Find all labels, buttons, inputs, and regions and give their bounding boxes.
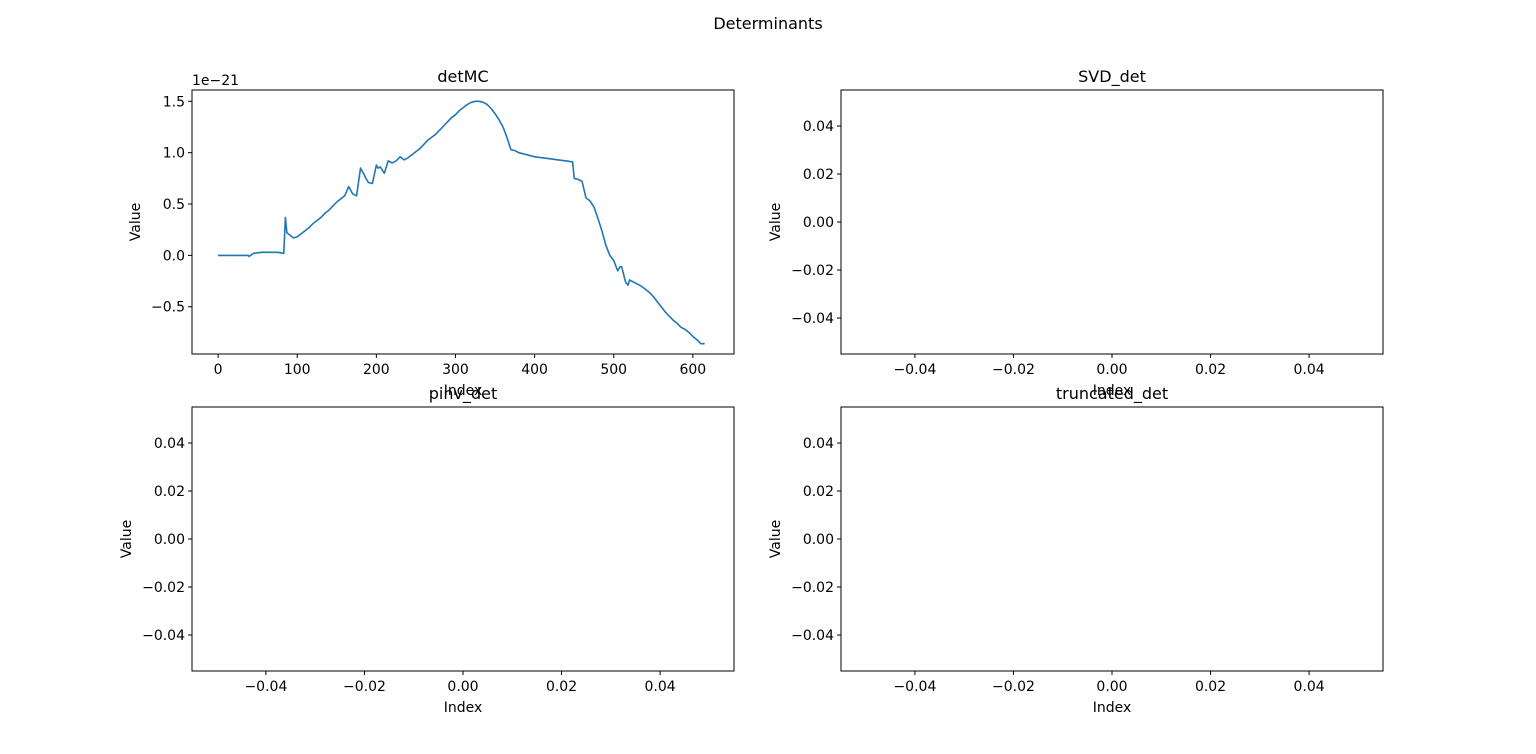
x-tick-label: 0.04 (1294, 679, 1325, 695)
y-tick-label: 1.5 (163, 94, 185, 110)
y-axis-label: Value (119, 520, 135, 558)
y-tick-label: −0.04 (791, 311, 834, 327)
y-tick-label: 0.02 (803, 484, 834, 500)
x-tick-label: −0.04 (893, 679, 936, 695)
x-axis-label: Index (444, 700, 483, 716)
y-tick-label: 1.0 (163, 146, 185, 162)
y-tick-label: −0.02 (791, 263, 834, 279)
x-tick-label: 0.00 (1096, 362, 1127, 378)
x-tick-label: 0.02 (1195, 679, 1226, 695)
y-axis-label: Value (768, 203, 784, 241)
y-axis-label: Value (128, 203, 144, 241)
axes-frame (191, 89, 735, 355)
y-offset-text: 1e−21 (192, 73, 239, 89)
subplot-3: −0.04 −0.02 0.00 0.02 0.04 −0.04 −0.02 0.00 0.02… (119, 384, 735, 716)
y-tick-label: 0.00 (154, 532, 185, 548)
x-tick-label: 0.02 (1195, 362, 1226, 378)
x-axis-label: Index (1093, 700, 1132, 716)
y-tick-label: −0.02 (791, 580, 834, 596)
y-tick-label: 0.04 (803, 436, 834, 452)
x-tick-label: 400 (521, 362, 548, 378)
figure-suptitle: Determinants (713, 14, 822, 33)
subplot-1: 0 100 200 300 400 500 600 −0.5 0.0 0.5 1.0 1.5 detMC… (128, 67, 735, 399)
x-tick-label: 100 (284, 362, 311, 378)
y-tick-label: 0.04 (803, 119, 834, 135)
x-tick-label: −0.02 (343, 679, 386, 695)
x-axis-label: Index (444, 383, 483, 399)
y-tick-label: 0.02 (154, 484, 185, 500)
x-axis-label: Index (1093, 383, 1132, 399)
y-tick-label: −0.04 (791, 628, 834, 644)
x-tick-label: 0.04 (645, 679, 676, 695)
y-tick-label: 0.04 (154, 436, 185, 452)
x-tick-label: 0 (214, 362, 223, 378)
y-tick-label: 0.02 (803, 167, 834, 183)
x-tick-label: 300 (442, 362, 469, 378)
y-tick-label: −0.04 (142, 628, 185, 644)
y-tick-label: 0.5 (163, 197, 185, 213)
subplot-title: SVD_det (1078, 67, 1146, 87)
subplot-title: detMC (437, 67, 488, 86)
y-tick-label: 0.00 (803, 215, 834, 231)
x-tick-label: −0.04 (893, 362, 936, 378)
y-tick-label: −0.02 (142, 580, 185, 596)
x-tick-label: 500 (600, 362, 627, 378)
x-tick-label: 600 (679, 362, 706, 378)
subplot-4: −0.04 −0.02 0.00 0.02 0.04 −0.04 −0.02 0.00 0.02… (768, 384, 1384, 716)
y-tick-label: 0.0 (163, 248, 185, 264)
x-tick-label: −0.04 (244, 679, 287, 695)
y-tick-label: −0.5 (151, 300, 185, 316)
series-line-1 (218, 100, 705, 345)
x-tick-label: 0.00 (1096, 679, 1127, 695)
x-tick-label: 200 (363, 362, 390, 378)
x-tick-label: 0.02 (546, 679, 577, 695)
x-tick-label: −0.02 (992, 362, 1035, 378)
subplot-title: pinv_det (429, 384, 497, 404)
x-tick-label: 0.00 (447, 679, 478, 695)
x-tick-label: 0.04 (1294, 362, 1325, 378)
y-tick-label: 0.00 (803, 532, 834, 548)
subplot-2: −0.04 −0.02 0.00 0.02 0.04 −0.04 −0.02 0.00 0.02… (768, 67, 1384, 399)
x-tick-label: −0.02 (992, 679, 1035, 695)
y-axis-label: Value (768, 520, 784, 558)
subplot-title: truncated_det (1056, 384, 1168, 404)
